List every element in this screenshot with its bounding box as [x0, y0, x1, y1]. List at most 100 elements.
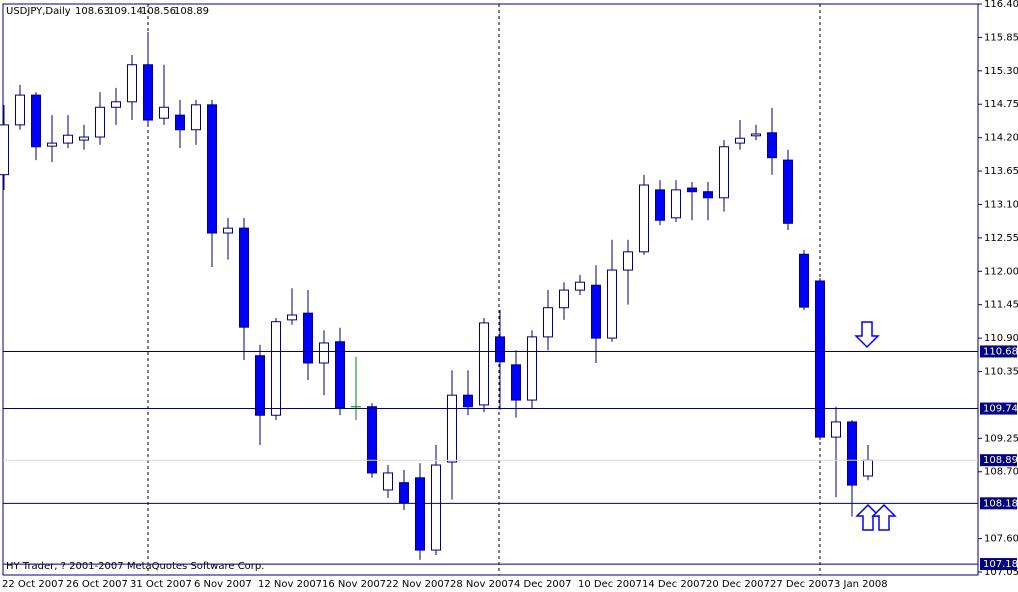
candle-body — [687, 187, 697, 193]
candle-body — [607, 269, 617, 339]
candle-body — [799, 253, 809, 308]
last-price-box — [980, 454, 1017, 467]
candle-body — [223, 227, 233, 234]
candle-body — [303, 312, 313, 364]
quote-close: 108.89 — [174, 6, 209, 17]
candle-body — [111, 101, 121, 108]
y-tick-label: 112.00 — [984, 266, 1018, 277]
candle-body — [479, 322, 489, 406]
quote-open: 108.63 — [75, 6, 110, 17]
y-tick-label: 109.25 — [984, 433, 1018, 444]
candle-body — [495, 336, 505, 363]
candle-body — [751, 133, 761, 137]
level-label: 109.74 — [983, 404, 1018, 415]
y-tick-label: 114.75 — [984, 99, 1018, 110]
candle-body — [559, 289, 569, 309]
candle-body — [383, 472, 393, 491]
candle-body — [319, 342, 329, 364]
candle-body — [703, 191, 713, 199]
candle-body — [191, 104, 201, 131]
candle-body — [543, 307, 553, 338]
x-tick-label: 4 Dec 2007 — [514, 579, 572, 590]
sell-arrow — [854, 321, 880, 349]
candle-body — [511, 364, 521, 401]
candle-body — [831, 421, 841, 438]
candle-body — [719, 146, 729, 199]
candle-body — [527, 336, 537, 401]
candle-body — [783, 159, 793, 224]
level-label: 107.18 — [983, 559, 1018, 570]
last-price-label: 108.89 — [983, 455, 1018, 466]
candle-body — [63, 134, 73, 144]
quote-high: 109.14 — [108, 6, 143, 17]
level-label: 110.68 — [983, 346, 1018, 357]
candle-body — [863, 459, 873, 477]
candle-body — [47, 142, 57, 147]
candle-body — [575, 281, 585, 291]
candle-body — [591, 284, 601, 339]
x-tick-label: 26 Oct 2007 — [66, 579, 128, 590]
candle-body — [399, 482, 409, 504]
candle-body — [159, 106, 169, 119]
candle-body — [735, 137, 745, 144]
y-tick-label: 116.40 — [984, 0, 1018, 10]
x-tick-label: 12 Nov 2007 — [258, 579, 322, 590]
x-tick-label: 22 Oct 2007 — [2, 579, 64, 590]
x-tick-label: 27 Dec 2007 — [770, 579, 834, 590]
candle-body — [447, 394, 457, 463]
y-tick-label: 112.55 — [984, 233, 1018, 244]
candle-body — [175, 114, 185, 131]
y-tick-label: 110.35 — [984, 367, 1018, 378]
y-tick-label: 113.65 — [984, 166, 1018, 177]
candle-body — [623, 251, 633, 271]
level-label-box — [980, 558, 1017, 571]
candle-body — [815, 280, 825, 438]
y-tick-label: 108.70 — [984, 467, 1018, 478]
candle-body — [671, 189, 681, 219]
candle-body — [271, 321, 281, 416]
candle-body — [255, 355, 265, 416]
candle-body — [655, 189, 665, 221]
level-label: 108.18 — [983, 498, 1018, 509]
candle-body — [15, 94, 25, 126]
candle-body — [431, 464, 441, 551]
buy-arrow — [871, 503, 897, 531]
candle-body — [31, 94, 41, 148]
candle-body — [239, 227, 249, 328]
candle-body — [95, 106, 105, 138]
candle-body — [335, 341, 345, 409]
candle-body — [463, 394, 473, 408]
y-tick-label: 115.85 — [984, 32, 1018, 43]
candle-body — [287, 314, 297, 321]
x-tick-label: 20 Dec 2007 — [706, 579, 770, 590]
x-tick-label: 14 Dec 2007 — [642, 579, 706, 590]
y-tick-label: 107.05 — [984, 567, 1018, 578]
candle-body — [415, 477, 425, 551]
candle-body — [79, 136, 89, 141]
x-tick-label: 28 Nov 2007 — [450, 579, 514, 590]
x-tick-label: 16 Nov 2007 — [322, 579, 386, 590]
y-tick-label: 114.20 — [984, 133, 1018, 144]
candle-body — [207, 104, 217, 234]
y-tick-label: 107.60 — [984, 534, 1018, 545]
y-tick-label: 113.10 — [984, 199, 1018, 210]
y-tick-label: 110.90 — [984, 333, 1018, 344]
marks — [0, 31, 873, 560]
level-label-box — [980, 402, 1017, 415]
copyright: HY Trader, ? 2001-2007 MetaQuotes Softwa… — [6, 561, 264, 572]
x-tick-label: 3 Jan 2008 — [834, 579, 888, 590]
candle-body — [847, 421, 857, 486]
candle-body — [367, 406, 377, 474]
x-tick-label: 10 Dec 2007 — [578, 579, 642, 590]
candle-body — [767, 132, 777, 159]
y-tick-label: 115.30 — [984, 66, 1018, 77]
quote-low: 108.56 — [141, 6, 176, 17]
chart-title: USDJPY,Daily — [6, 6, 71, 17]
level-label-box — [980, 497, 1017, 510]
x-tick-label: 31 Oct 2007 — [130, 579, 192, 590]
candle-body — [639, 184, 649, 253]
y-tick-label: 111.45 — [984, 300, 1018, 311]
candle-body — [0, 124, 9, 176]
